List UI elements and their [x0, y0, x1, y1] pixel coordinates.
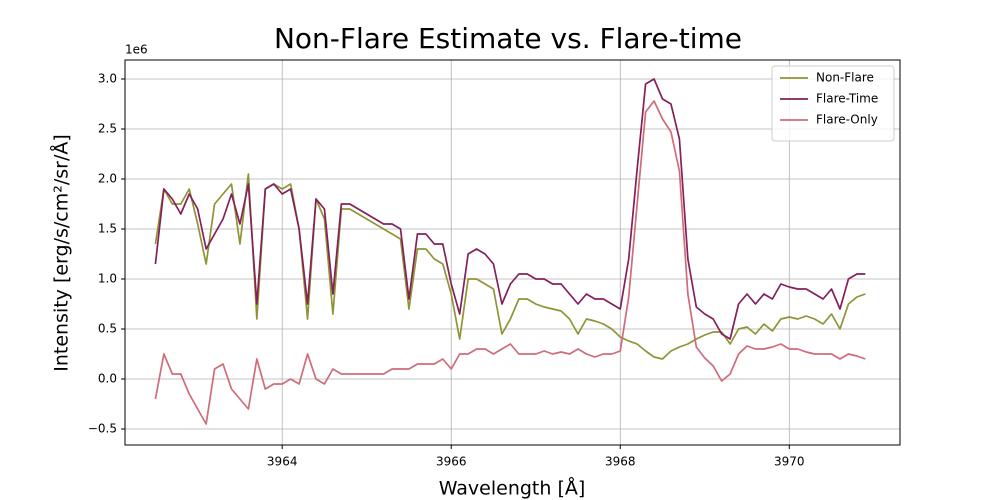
legend-label: Non-Flare [816, 71, 874, 85]
series-line [154, 100, 866, 425]
y-tick-label: 1.0 [98, 272, 117, 286]
chart-title: Non-Flare Estimate vs. Flare-time [274, 22, 742, 55]
x-axis-label: Wavelength [Å] [439, 477, 586, 500]
plot-frame [124, 59, 901, 446]
y-axis-label: Intensity [erg/s/cm²/sr/Å] [50, 134, 73, 372]
y-tick-label: 0.5 [98, 322, 117, 336]
y-tick-label: 2.0 [98, 172, 117, 186]
y-tick-label: 0.0 [98, 372, 117, 386]
x-tick-label: 3966 [436, 455, 467, 469]
y-tick-label: 2.5 [98, 122, 117, 136]
legend-label: Flare-Only [816, 113, 878, 127]
y-tick-label: 1.5 [98, 222, 117, 236]
y-tick-label: 3.0 [98, 72, 117, 86]
series-line [154, 78, 866, 340]
series-line [154, 173, 866, 360]
x-tick-label: 3970 [774, 455, 805, 469]
y-offset-label: 1e6 [125, 43, 148, 57]
x-tick-label: 3968 [605, 455, 636, 469]
y-tick-label: −0.5 [88, 422, 117, 436]
legend-label: Flare-Time [816, 92, 878, 106]
legend-box [771, 65, 895, 142]
x-tick-label: 3964 [267, 455, 298, 469]
